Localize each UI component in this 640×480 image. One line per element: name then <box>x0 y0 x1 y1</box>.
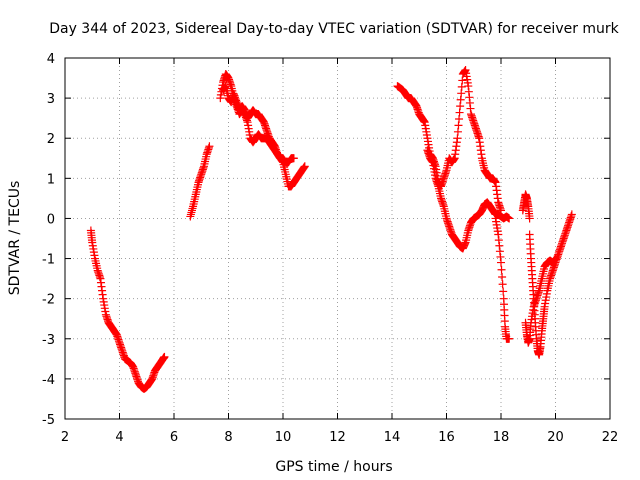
data-point <box>505 214 514 223</box>
data-point <box>289 154 298 163</box>
y-tick-label: 3 <box>47 92 55 107</box>
x-tick-label: 4 <box>115 430 123 445</box>
y-tick-label: -3 <box>42 333 55 348</box>
y-tick-label: -5 <box>42 413 55 428</box>
x-tick-label: 20 <box>547 430 564 445</box>
y-tick-label: 4 <box>47 52 55 67</box>
data-point <box>551 254 560 263</box>
x-tick-label: 6 <box>170 430 178 445</box>
x-tick-label: 18 <box>493 430 510 445</box>
data-point <box>498 280 507 289</box>
x-tick-label: 14 <box>384 430 401 445</box>
x-tick-label: 10 <box>275 430 292 445</box>
data-point <box>300 162 309 171</box>
data-point <box>497 258 505 267</box>
data-points <box>86 66 576 393</box>
x-tick-label: 2 <box>61 430 69 445</box>
y-tick-label: 1 <box>47 172 55 187</box>
series-segment-7b <box>521 254 560 347</box>
x-tick-label: 16 <box>438 430 455 445</box>
data-point <box>499 287 508 296</box>
series-segment-3b <box>219 82 298 167</box>
x-tick-label: 12 <box>329 430 346 445</box>
grid <box>65 58 610 419</box>
series-segment-4b <box>423 146 514 253</box>
x-tick-label: 22 <box>602 430 619 445</box>
x-axis-label: GPS time / hours <box>275 459 392 475</box>
y-tick-label: 0 <box>47 212 55 227</box>
series-segment-4 <box>393 66 505 215</box>
data-point <box>205 142 214 151</box>
y-tick-label: 2 <box>47 132 55 147</box>
data-point <box>497 265 506 274</box>
y-tick-label: -1 <box>42 253 55 268</box>
data-point <box>567 210 576 219</box>
y-axis-label: SDTVAR / TECUs <box>7 181 23 296</box>
chart-title: Day 344 of 2023, Sidereal Day-to-day VTE… <box>49 21 619 37</box>
data-point <box>505 334 514 343</box>
data-point <box>525 214 534 223</box>
data-point <box>160 352 169 361</box>
series-segment-7 <box>525 210 576 359</box>
x-tick-label: 8 <box>224 430 232 445</box>
series-segment-5 <box>491 214 514 343</box>
series-segment-1 <box>86 226 169 393</box>
data-point <box>498 273 507 282</box>
series-segment-6 <box>518 190 534 223</box>
series-segment-2 <box>186 142 214 221</box>
y-tick-label: -4 <box>42 373 55 388</box>
y-tick-label: -2 <box>42 293 55 308</box>
